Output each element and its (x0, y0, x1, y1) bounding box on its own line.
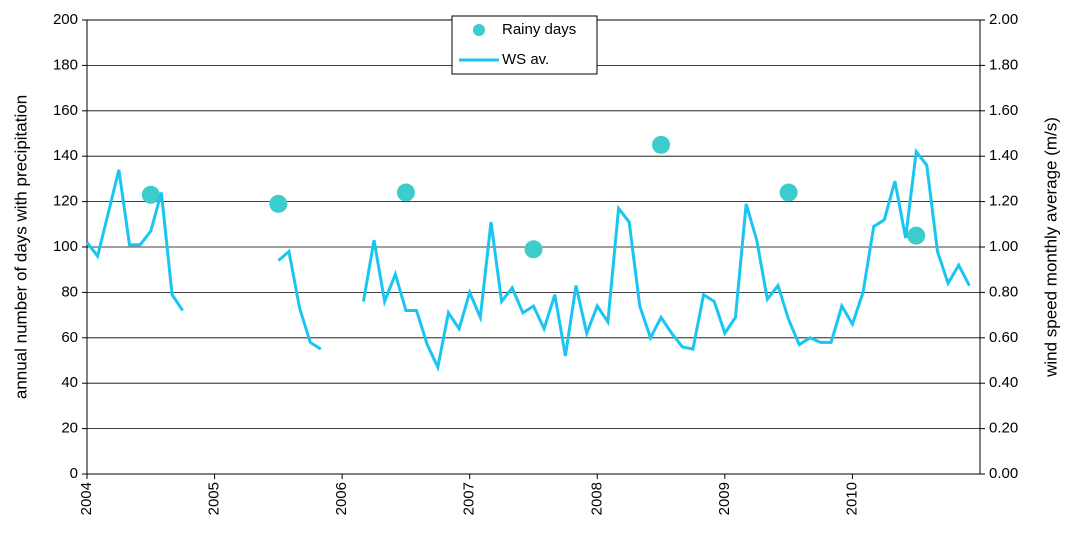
y-tick-label: 140 (53, 147, 78, 164)
x-tick-label: 2006 (333, 482, 350, 515)
x-tick-label: 2004 (78, 482, 95, 515)
rainy-point (779, 183, 798, 202)
y-tick-label: 80 (61, 283, 78, 300)
rainy-point (396, 183, 415, 202)
y-tick-label: 200 (53, 11, 78, 28)
y2-tick-label: 1.60 (989, 102, 1018, 119)
legend-label: Rainy days (502, 21, 576, 38)
x-tick-label: 2005 (206, 482, 223, 515)
rainy-point (141, 185, 160, 204)
y-tick-label: 0 (70, 465, 78, 482)
rainy-point (907, 226, 926, 245)
legend-marker (473, 24, 485, 36)
x-tick-label: 2010 (843, 482, 860, 515)
rainy-point (524, 240, 543, 259)
y-tick-label: 60 (61, 329, 78, 346)
y-tick-label: 20 (61, 420, 78, 437)
x-tick-label: 2009 (716, 482, 733, 515)
y2-tick-label: 0.40 (989, 374, 1018, 391)
y-tick-label: 40 (61, 374, 78, 391)
y-tick-label: 100 (53, 238, 78, 255)
y2-tick-label: 1.40 (989, 147, 1018, 164)
y2-axis-title: wind speed monthly average (m/s) (1041, 117, 1060, 378)
y-axis-title: annual number of days with precipitation (11, 95, 30, 399)
rainy-point (269, 194, 288, 213)
y2-tick-label: 1.20 (989, 193, 1018, 210)
y2-tick-label: 1.80 (989, 56, 1018, 73)
x-tick-label: 2008 (588, 482, 605, 515)
x-tick-label: 2007 (461, 482, 478, 515)
y-tick-label: 160 (53, 102, 78, 119)
legend-box (451, 15, 598, 75)
y2-tick-label: 0.00 (989, 465, 1018, 482)
y-tick-label: 180 (53, 56, 78, 73)
legend-label: WS av. (502, 51, 549, 68)
rainy-point (652, 135, 671, 154)
y2-tick-label: 0.80 (989, 283, 1018, 300)
y2-tick-label: 1.00 (989, 238, 1018, 255)
y2-tick-label: 2.00 (989, 11, 1018, 28)
y2-tick-label: 0.20 (989, 420, 1018, 437)
y2-tick-label: 0.60 (989, 329, 1018, 346)
ws-line (85, 147, 971, 373)
y-tick-label: 120 (53, 193, 78, 210)
